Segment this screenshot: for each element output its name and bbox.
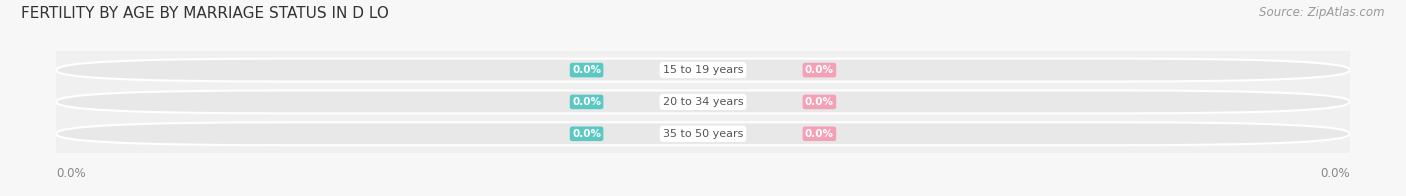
Text: 35 to 50 years: 35 to 50 years <box>662 129 744 139</box>
FancyBboxPatch shape <box>56 122 1350 145</box>
Text: 0.0%: 0.0% <box>572 65 602 75</box>
Text: FERTILITY BY AGE BY MARRIAGE STATUS IN D LO: FERTILITY BY AGE BY MARRIAGE STATUS IN D… <box>21 6 389 21</box>
Text: 0.0%: 0.0% <box>1320 167 1350 180</box>
Text: 0.0%: 0.0% <box>572 97 602 107</box>
Text: 0.0%: 0.0% <box>56 167 86 180</box>
Text: 0.0%: 0.0% <box>804 129 834 139</box>
Text: 15 to 19 years: 15 to 19 years <box>662 65 744 75</box>
Text: 20 to 34 years: 20 to 34 years <box>662 97 744 107</box>
Text: 0.0%: 0.0% <box>804 97 834 107</box>
FancyBboxPatch shape <box>56 59 1350 82</box>
Text: 0.0%: 0.0% <box>572 129 602 139</box>
Text: Source: ZipAtlas.com: Source: ZipAtlas.com <box>1260 6 1385 19</box>
FancyBboxPatch shape <box>56 91 1350 113</box>
Text: 0.0%: 0.0% <box>804 65 834 75</box>
